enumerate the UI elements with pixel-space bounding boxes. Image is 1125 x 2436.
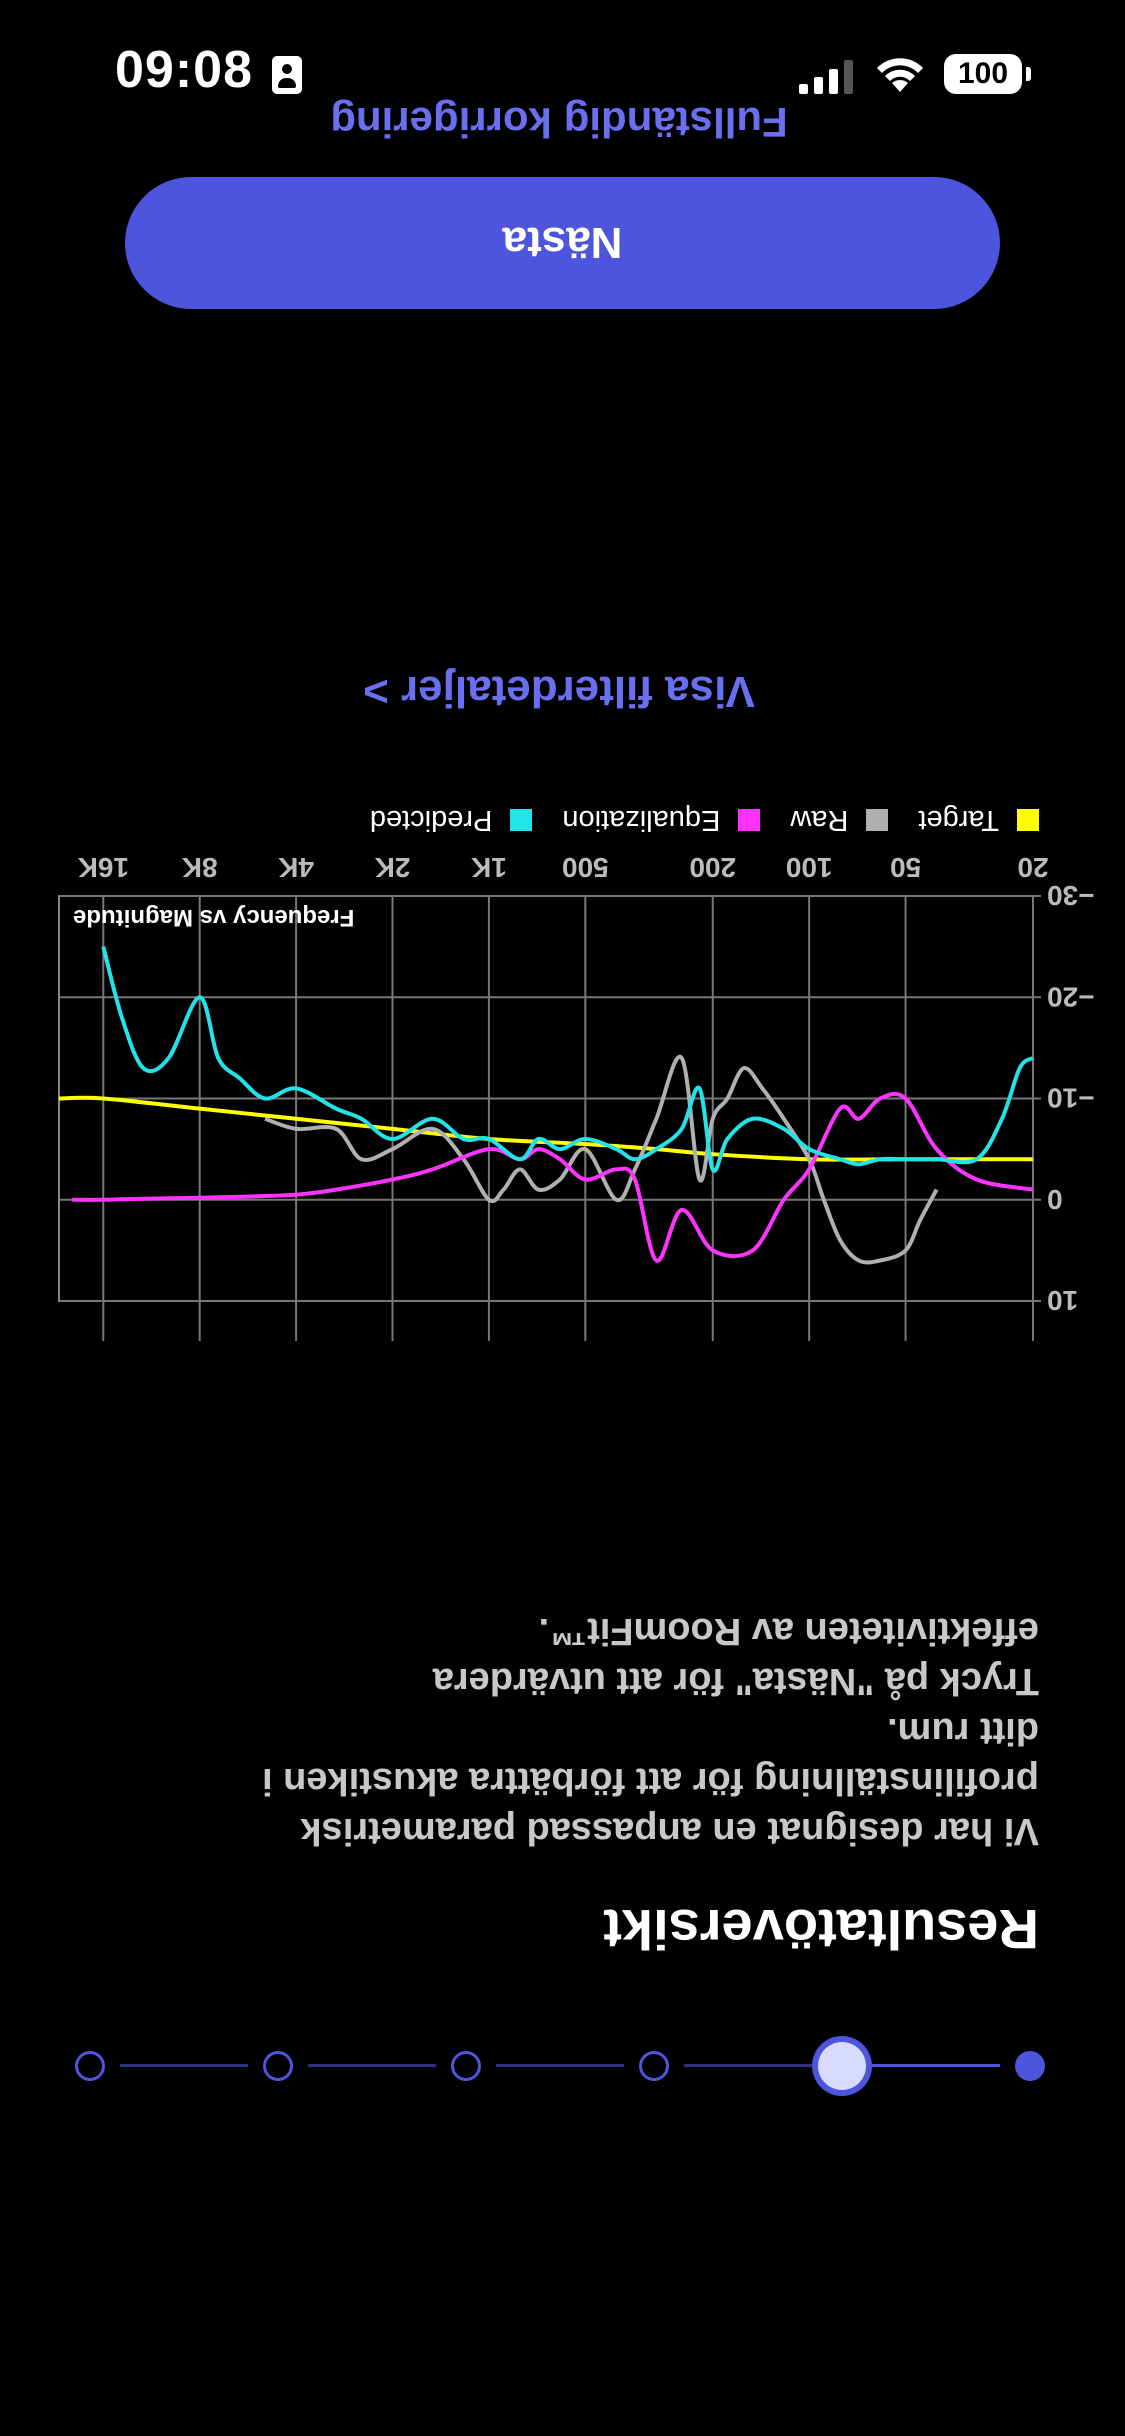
legend-swatch-equalization	[738, 809, 761, 831]
chart-legend: Target Raw Equalization Predicted	[79, 800, 1039, 840]
x-tick-label: 2K	[375, 852, 411, 883]
legend-label: Target	[918, 804, 999, 837]
legend-label: Predicted	[369, 804, 493, 837]
stepper-step	[263, 2051, 293, 2081]
y-tick-label: −30	[1047, 880, 1095, 911]
frequency-chart: 20 50 100 200 500 1K 2K 4K 8K 16K −30 −20 −10 0 10 Freq…	[58, 852, 1095, 1341]
x-tick-label: 16K	[78, 852, 129, 883]
description-line: ditt rum.	[887, 1710, 1039, 1752]
stepper-step	[639, 2051, 669, 2081]
legend-target: Target	[918, 804, 1039, 837]
legend-label: Raw	[790, 804, 849, 837]
chart-title: Frequency vs Magnitude	[73, 904, 354, 931]
status-time: 09:08	[115, 41, 253, 99]
x-tick-label: 50	[890, 852, 921, 883]
x-tick-label: 500	[562, 852, 609, 883]
legend-raw: Raw	[790, 804, 889, 837]
series-line-equalization	[72, 1091, 1034, 1263]
description: Vi har designat en anpassad parametrisk …	[79, 1606, 1039, 1856]
stepper-connector	[684, 2064, 812, 2067]
stepper-step	[1015, 2051, 1045, 2081]
status-bar: 09:08 100	[0, 0, 1125, 140]
legend-swatch-raw	[866, 809, 889, 831]
id-card-icon	[272, 56, 302, 94]
stepper-step	[75, 2051, 105, 2081]
y-tick-label: 10	[1047, 1285, 1078, 1316]
description-line: effektiviteten av RoomFit™.	[538, 1610, 1039, 1652]
y-tick-label: −20	[1047, 981, 1095, 1012]
page-title: Resultatöversikt	[603, 1898, 1039, 1961]
progress-stepper	[60, 2036, 1060, 2096]
battery-indicator: 100	[944, 54, 1031, 94]
legend-swatch-predicted	[510, 809, 533, 831]
description-line: profilinställning för att förbättra akus…	[262, 1760, 1039, 1802]
stepper-connector	[120, 2064, 248, 2067]
x-tick-label: 20	[1017, 852, 1048, 883]
y-tick-label: −10	[1047, 1083, 1095, 1114]
next-button[interactable]: Nästa	[125, 177, 1000, 309]
stepper-step	[818, 2042, 866, 2090]
wifi-icon	[877, 58, 923, 92]
legend-swatch-target	[1017, 809, 1039, 831]
y-tick-label: 0	[1047, 1184, 1063, 1215]
legend-equalization: Equalization	[562, 804, 761, 837]
legend-predicted: Predicted	[370, 804, 533, 837]
x-tick-label: 200	[689, 852, 736, 883]
stepper-step	[451, 2051, 481, 2081]
description-line: Vi har designat en anpassad parametrisk	[300, 1810, 1040, 1852]
series-line-predicted	[101, 946, 1035, 1173]
stepper-connector	[872, 2064, 1000, 2067]
stepper-connector	[496, 2064, 624, 2067]
filter-details-link[interactable]: Visa filterdetaljer >	[363, 667, 755, 716]
series-line-raw	[264, 1054, 939, 1265]
stepper-connector	[308, 2064, 436, 2067]
cellular-signal-icon	[799, 60, 853, 94]
description-line: Tryck på "Nästa" för att utvärdera	[432, 1660, 1039, 1702]
x-tick-label: 8K	[182, 852, 218, 883]
x-tick-label: 4K	[278, 852, 314, 883]
x-tick-label: 1K	[471, 852, 507, 883]
legend-label: Equalization	[562, 804, 721, 837]
x-tick-label: 100	[786, 852, 833, 883]
